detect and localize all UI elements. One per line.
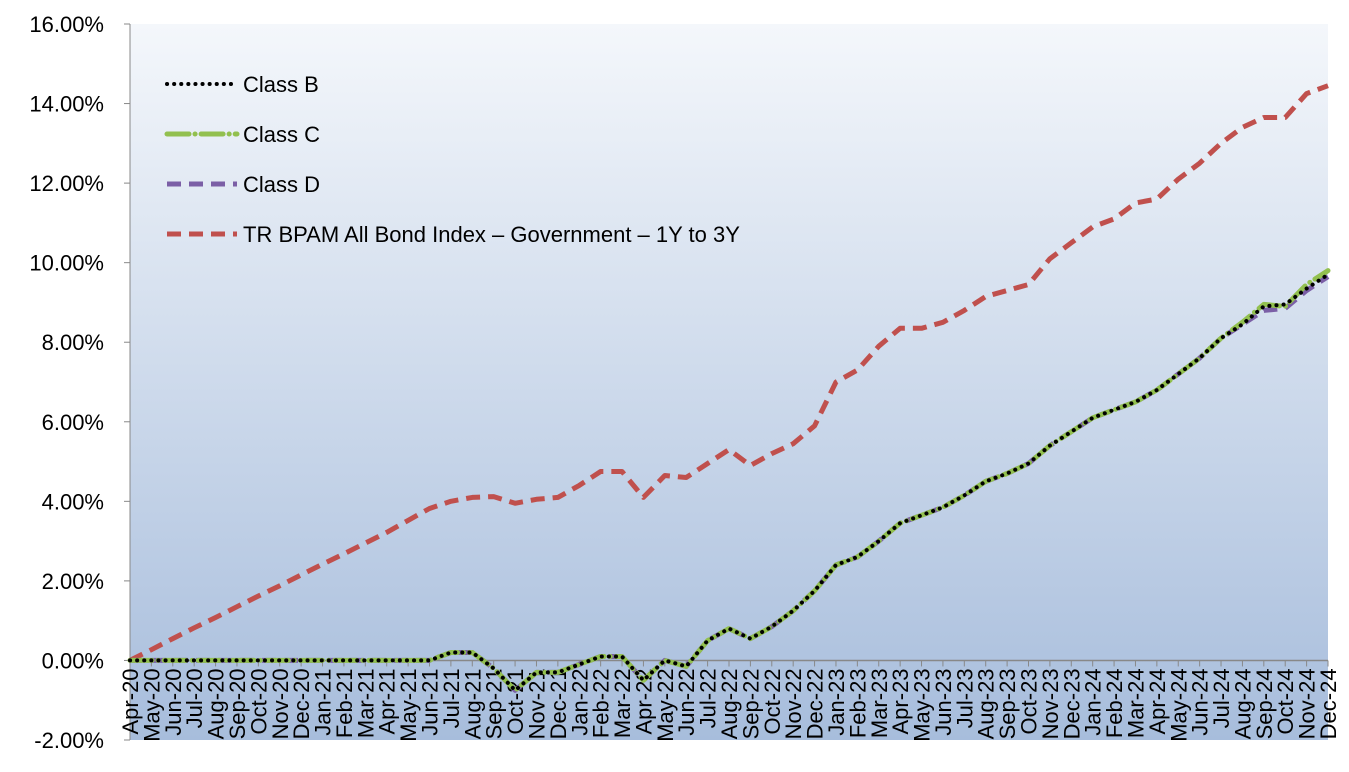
x-tick-label: Dec-23 xyxy=(1059,668,1084,739)
x-tick-label: Jul-21 xyxy=(439,668,464,728)
y-tick-label: 14.00% xyxy=(29,92,104,117)
x-tick-label: Mar-23 xyxy=(867,668,892,738)
legend-label: Class D xyxy=(243,172,320,197)
y-tick-label: 4.00% xyxy=(42,489,104,514)
x-tick-label: Jun-21 xyxy=(418,668,443,735)
x-tick-label: Oct-22 xyxy=(760,668,785,734)
x-tick-label: Oct-24 xyxy=(1273,668,1298,734)
x-tick-label: Jul-22 xyxy=(696,668,721,728)
x-tick-label: Mar-21 xyxy=(353,668,378,738)
x-tick-label: Dec-22 xyxy=(803,668,828,739)
x-tick-label: Jan-21 xyxy=(311,668,336,735)
plot-area xyxy=(130,24,1328,740)
x-tick-label: Nov-20 xyxy=(268,668,293,739)
x-tick-label: May-21 xyxy=(396,668,421,741)
legend-label: Class B xyxy=(243,72,319,97)
x-tick-label: Oct-23 xyxy=(1017,668,1042,734)
x-tick-label: Aug-20 xyxy=(204,668,229,739)
x-tick-label: Feb-23 xyxy=(845,668,870,738)
x-tick-label: Dec-21 xyxy=(546,668,571,739)
x-tick-label: Apr-21 xyxy=(375,668,400,734)
x-tick-label: Aug-24 xyxy=(1230,668,1255,739)
x-tick-label: Jul-20 xyxy=(182,668,207,728)
x-tick-label: Jan-23 xyxy=(824,668,849,735)
x-tick-label: Jun-23 xyxy=(931,668,956,735)
x-tick-label: Aug-22 xyxy=(717,668,742,739)
x-tick-label: Jan-22 xyxy=(567,668,592,735)
x-tick-label: May-24 xyxy=(1166,668,1191,741)
legend-label: TR BPAM All Bond Index – Government – 1Y… xyxy=(243,222,740,247)
y-tick-label: 12.00% xyxy=(29,171,104,196)
x-tick-label: May-20 xyxy=(139,668,164,741)
x-tick-label: Jun-24 xyxy=(1188,668,1213,735)
y-tick-label: 2.00% xyxy=(42,569,104,594)
legend-label: Class C xyxy=(243,122,320,147)
x-tick-label: Apr-23 xyxy=(888,668,913,734)
x-tick-label: Jul-23 xyxy=(952,668,977,728)
x-tick-label: Sep-20 xyxy=(225,668,250,739)
x-tick-label: May-23 xyxy=(910,668,935,741)
x-tick-label: Oct-20 xyxy=(246,668,271,734)
x-tick-label: Mar-24 xyxy=(1123,668,1148,738)
x-tick-label: Sep-24 xyxy=(1252,668,1277,739)
x-tick-label: Sep-22 xyxy=(738,668,763,739)
x-tick-label: Jun-20 xyxy=(161,668,186,735)
x-tick-label: Feb-21 xyxy=(332,668,357,738)
x-tick-label: Nov-23 xyxy=(1038,668,1063,739)
x-tick-label: Jun-22 xyxy=(674,668,699,735)
series-line xyxy=(128,272,1330,693)
x-tick-label: Dec-24 xyxy=(1316,668,1341,739)
x-tick-label: Aug-21 xyxy=(460,668,485,739)
x-tick-label: Nov-24 xyxy=(1295,668,1320,739)
x-tick-label: Apr-20 xyxy=(118,668,143,734)
y-tick-label: -2.00% xyxy=(34,728,104,753)
x-tick-label: Jul-24 xyxy=(1209,668,1234,728)
x-tick-label: Mar-22 xyxy=(610,668,635,738)
x-tick-label: Jan-24 xyxy=(1081,668,1106,735)
y-tick-label: 16.00% xyxy=(29,12,104,37)
x-tick-label: May-22 xyxy=(653,668,678,741)
series-line xyxy=(128,83,1329,663)
x-tick-label: Dec-20 xyxy=(289,668,314,739)
x-tick-label: Aug-23 xyxy=(974,668,999,739)
x-tick-label: Feb-22 xyxy=(589,668,614,738)
y-tick-label: 10.00% xyxy=(29,251,104,276)
x-tick-label: Nov-22 xyxy=(781,668,806,739)
x-tick-label: Sep-23 xyxy=(995,668,1020,739)
x-tick-label: Feb-24 xyxy=(1102,668,1127,738)
y-tick-label: 0.00% xyxy=(42,648,104,673)
y-tick-label: 6.00% xyxy=(42,410,104,435)
x-tick-label: Apr-24 xyxy=(1145,668,1170,734)
y-tick-label: 8.00% xyxy=(42,330,104,355)
